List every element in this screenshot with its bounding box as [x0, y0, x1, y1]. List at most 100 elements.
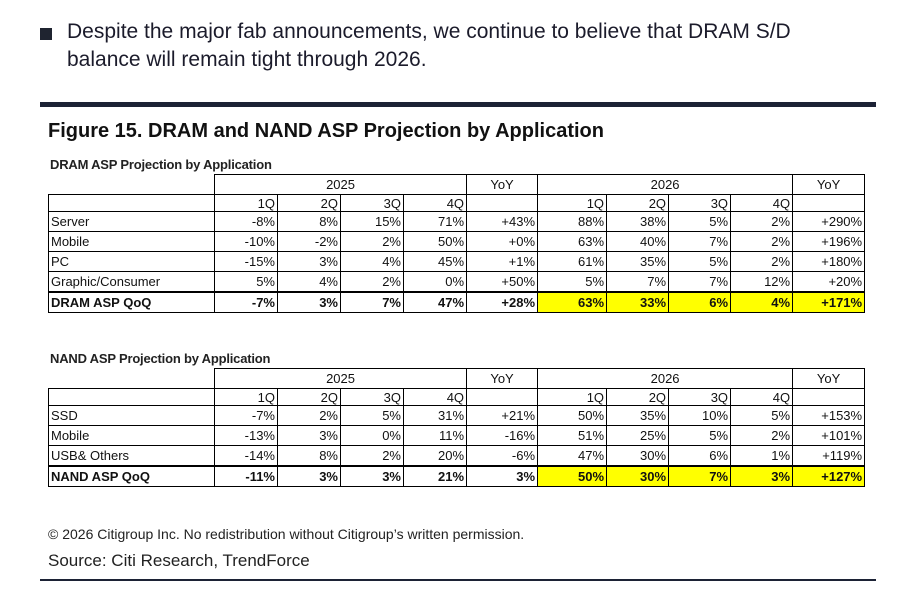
value-cell: +21% [466, 405, 539, 426]
value-cell: 35% [606, 251, 670, 272]
value-cell: +119% [792, 445, 866, 467]
total-row: DRAM ASP QoQ -7% 3% 7% 47% +28% 63% 33% 6% 4% +171… [48, 291, 866, 313]
row-label: Mobile [48, 425, 215, 446]
value-cell: 6% [668, 445, 732, 467]
quarter-header: 1Q [214, 388, 278, 406]
quarter-header: 4Q [730, 388, 794, 406]
quarter-header: 2Q [277, 388, 341, 406]
year-2026-header: 2026 [537, 368, 794, 389]
yoy-2025-header: YoY [466, 174, 539, 195]
copyright-note: © 2026 Citigroup Inc. No redistribution … [48, 526, 525, 542]
value-cell: +43% [466, 211, 539, 232]
total-value-cell: 7% [668, 465, 732, 487]
quarter-blank [466, 194, 539, 212]
value-cell: 3% [277, 251, 341, 272]
row-label: Server [48, 211, 215, 232]
value-cell: 45% [402, 251, 468, 272]
value-cell: +1% [466, 251, 539, 272]
total-value-cell: 30% [606, 465, 670, 487]
quarter-header: 3Q [668, 194, 732, 212]
value-cell: -6% [466, 445, 539, 467]
value-cell: 5% [537, 271, 608, 293]
value-cell: 61% [537, 251, 608, 272]
header-blank [49, 175, 215, 195]
value-cell: 30% [606, 445, 670, 467]
value-cell: 2% [730, 211, 794, 232]
value-cell: 40% [606, 231, 670, 252]
row-label: Mobile [48, 231, 215, 252]
row-label: Graphic/Consumer [48, 271, 215, 293]
top-divider [40, 102, 876, 107]
quarter-row: 1Q 2Q 3Q 4Q 1Q 2Q 3Q 4Q [48, 388, 866, 406]
total-value-cell: -7% [214, 291, 278, 313]
value-cell: 50% [537, 405, 608, 426]
value-cell: 31% [402, 405, 468, 426]
quarter-header: 3Q [340, 388, 404, 406]
value-cell: -2% [277, 231, 341, 252]
value-cell: 1% [730, 445, 794, 467]
value-cell: 5% [340, 405, 404, 426]
value-cell: 38% [606, 211, 670, 232]
value-cell: 2% [340, 271, 404, 293]
value-cell: +0% [466, 231, 539, 252]
year-2026-header: 2026 [537, 174, 794, 195]
value-cell: 10% [668, 405, 732, 426]
total-value-cell: 4% [730, 291, 794, 313]
header-blank [49, 369, 215, 389]
value-cell: -16% [466, 425, 539, 446]
value-cell: 0% [402, 271, 468, 293]
value-cell: 2% [730, 251, 794, 272]
total-value-cell: 3% [730, 465, 794, 487]
quarter-header: 4Q [730, 194, 794, 212]
total-value-cell: 7% [340, 291, 404, 313]
total-value-cell: 21% [402, 465, 468, 487]
value-cell: 51% [537, 425, 608, 446]
dram-table: 2025 YoY 2026 YoY 1Q 2Q 3Q 4Q 1Q 2Q 3Q 4Q Server -8% 8… [48, 174, 866, 313]
value-cell: 7% [606, 271, 670, 293]
value-cell: +101% [792, 425, 866, 446]
bullet-square-icon [40, 28, 52, 40]
value-cell: +50% [466, 271, 539, 293]
table-row: PC -15% 3% 4% 45% +1% 61% 35% 5% 2% +180% [48, 251, 866, 272]
bottom-divider [40, 579, 876, 581]
value-cell: 5% [668, 425, 732, 446]
total-value-cell: 50% [537, 465, 608, 487]
yoy-2025-header: YoY [466, 368, 539, 389]
quarter-blank [792, 194, 866, 212]
table-row: Graphic/Consumer 5% 4% 2% 0% +50% 5% 7% 7% 12% +20… [48, 271, 866, 293]
value-cell: 2% [730, 231, 794, 252]
total-value-cell: 3% [340, 465, 404, 487]
quarter-header: 3Q [668, 388, 732, 406]
value-cell: 8% [277, 211, 341, 232]
value-cell: -7% [214, 405, 278, 426]
source-note: Source: Citi Research, TrendForce [48, 551, 310, 570]
value-cell: 2% [277, 405, 341, 426]
quarter-header: 4Q [402, 194, 468, 212]
value-cell: +153% [792, 405, 866, 426]
quarter-header: 1Q [537, 194, 608, 212]
value-cell: 4% [277, 271, 341, 293]
header-row: 2025 YoY 2026 YoY [49, 368, 866, 389]
total-value-cell: +171% [792, 291, 866, 313]
year-2025-header: 2025 [213, 368, 468, 389]
value-cell: +180% [792, 251, 866, 272]
total-label: NAND ASP QoQ [48, 465, 215, 487]
value-cell: 11% [402, 425, 468, 446]
value-cell: +196% [792, 231, 866, 252]
quarter-header: 4Q [402, 388, 468, 406]
total-label: DRAM ASP QoQ [48, 291, 215, 313]
total-value-cell: 33% [606, 291, 670, 313]
value-cell: 7% [668, 271, 732, 293]
total-value-cell: +127% [792, 465, 866, 487]
value-cell: 63% [537, 231, 608, 252]
value-cell: 47% [537, 445, 608, 467]
value-cell: -10% [214, 231, 278, 252]
figure-title: Figure 15. DRAM and NAND ASP Projection … [48, 120, 604, 142]
bullet-point: Despite the major fab announcements, we … [40, 18, 860, 74]
value-cell: 2% [730, 425, 794, 446]
table-row: Mobile -13% 3% 0% 11% -16% 51% 25% 5% 2% +101% [48, 425, 866, 446]
value-cell: -8% [214, 211, 278, 232]
dram-table-title: DRAM ASP Projection by Application [50, 157, 272, 172]
row-label: PC [48, 251, 215, 272]
quarter-header: 2Q [606, 388, 670, 406]
